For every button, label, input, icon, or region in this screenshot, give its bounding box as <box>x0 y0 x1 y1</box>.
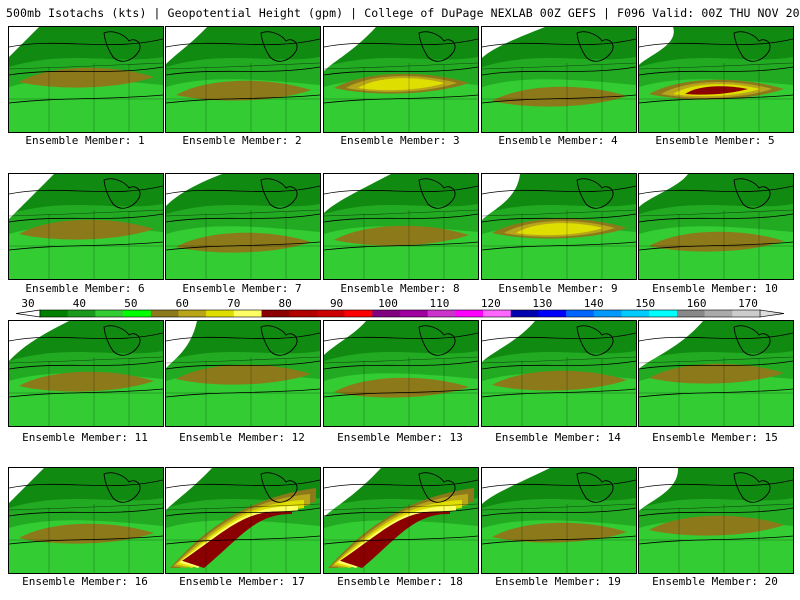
colorbar-swatch <box>261 310 290 317</box>
ensemble-member-map <box>8 467 164 574</box>
colorbar-swatch <box>150 310 179 317</box>
colorbar-tick-label: 80 <box>278 297 292 310</box>
colorbar-tick-label: 70 <box>227 297 241 310</box>
page-title: 500mb Isotachs (kts) | Geopotential Heig… <box>6 6 800 20</box>
ensemble-member-map <box>323 26 479 133</box>
ensemble-member-label: Ensemble Member: 6 <box>25 282 145 295</box>
colorbar-tick-label: 110 <box>429 297 450 310</box>
ensemble-member-label: Ensemble Member: 2 <box>182 134 302 147</box>
ensemble-member-map <box>481 173 637 280</box>
colorbar-swatch <box>372 310 401 317</box>
colorbar-tick-label: 50 <box>124 297 138 310</box>
colorbar-right-arrow <box>759 309 785 318</box>
ensemble-member-map <box>165 467 321 574</box>
colorbar-swatch <box>593 310 622 317</box>
colorbar-tick-label: 130 <box>532 297 553 310</box>
ensemble-member-label: Ensemble Member: 16 <box>22 575 148 588</box>
ensemble-member-map <box>638 320 794 427</box>
wind-speed-colorbar <box>15 309 785 318</box>
ensemble-member-map <box>638 173 794 280</box>
ensemble-member-map <box>481 26 637 133</box>
colorbar-tick-label: 30 <box>21 297 35 310</box>
ensemble-member-map <box>323 467 479 574</box>
colorbar-tick-label: 170 <box>738 297 758 310</box>
ensemble-member-label: Ensemble Member: 11 <box>22 431 148 444</box>
colorbar-swatch <box>40 310 68 317</box>
ensemble-member-map <box>481 320 637 427</box>
colorbar-swatch <box>67 310 96 317</box>
colorbar-tick-label: 150 <box>635 297 656 310</box>
ensemble-member-label: Ensemble Member: 9 <box>498 282 618 295</box>
colorbar-swatch <box>483 310 512 317</box>
colorbar-tick-label: 40 <box>72 297 87 310</box>
colorbar-tick-label: 90 <box>329 297 344 310</box>
colorbar-swatch <box>316 310 345 317</box>
colorbar-swatch <box>427 310 456 317</box>
ensemble-member-map <box>8 173 164 280</box>
colorbar-swatch <box>178 310 207 317</box>
colorbar-tick-label: 140 <box>583 297 604 310</box>
colorbar-swatch <box>123 310 152 317</box>
colorbar-tick-label: 60 <box>175 297 189 310</box>
ensemble-member-map <box>481 467 637 574</box>
ensemble-member-map <box>323 320 479 427</box>
colorbar-swatch <box>676 310 705 317</box>
colorbar-swatch <box>400 310 428 317</box>
colorbar-tick-label: 120 <box>480 297 501 310</box>
ensemble-member-label: Ensemble Member: 10 <box>652 282 778 295</box>
colorbar-swatch <box>732 310 761 317</box>
ensemble-member-label: Ensemble Member: 13 <box>337 431 463 444</box>
colorbar-tick-label: 160 <box>686 297 707 310</box>
ensemble-member-label: Ensemble Member: 1 <box>25 134 145 147</box>
ensemble-member-map <box>165 173 321 280</box>
colorbar-swatch <box>289 310 318 317</box>
ensemble-member-map <box>165 26 321 133</box>
ensemble-member-label: Ensemble Member: 19 <box>495 575 621 588</box>
ensemble-member-label: Ensemble Member: 8 <box>340 282 460 295</box>
ensemble-member-label: Ensemble Member: 14 <box>495 431 621 444</box>
ensemble-member-label: Ensemble Member: 17 <box>179 575 305 588</box>
colorbar-swatch <box>206 310 235 317</box>
colorbar-swatch <box>233 310 262 317</box>
ensemble-member-map <box>8 320 164 427</box>
ensemble-member-map <box>323 173 479 280</box>
colorbar-swatch <box>704 310 733 317</box>
ensemble-member-map <box>165 320 321 427</box>
colorbar-left-arrow <box>15 309 41 318</box>
colorbar-swatch <box>344 310 373 317</box>
colorbar-swatch <box>566 310 595 317</box>
ensemble-member-map <box>638 467 794 574</box>
ensemble-member-label: Ensemble Member: 3 <box>340 134 460 147</box>
colorbar-swatch <box>621 310 650 317</box>
colorbar-swatch <box>455 310 484 317</box>
ensemble-member-label: Ensemble Member: 12 <box>179 431 305 444</box>
colorbar-tick-label: 100 <box>378 297 398 310</box>
ensemble-member-map <box>638 26 794 133</box>
ensemble-member-map <box>8 26 164 133</box>
ensemble-member-label: Ensemble Member: 4 <box>498 134 618 147</box>
colorbar-swatch <box>95 310 124 317</box>
ensemble-member-label: Ensemble Member: 5 <box>655 134 775 147</box>
colorbar-swatch <box>538 310 567 317</box>
colorbar-swatch <box>510 310 539 317</box>
ensemble-member-label: Ensemble Member: 15 <box>652 431 778 444</box>
ensemble-member-label: Ensemble Member: 20 <box>652 575 778 588</box>
colorbar-swatch <box>649 310 678 317</box>
ensemble-member-label: Ensemble Member: 18 <box>337 575 463 588</box>
ensemble-member-label: Ensemble Member: 7 <box>182 282 302 295</box>
